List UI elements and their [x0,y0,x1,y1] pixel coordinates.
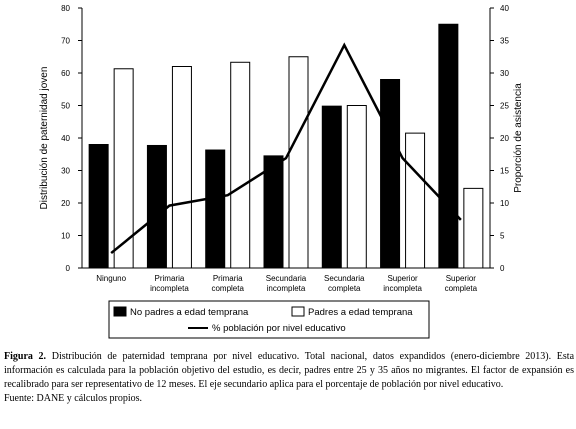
category-label: Primaria incompleta [150,274,189,293]
legend-box [108,300,430,339]
y-tick-label: 10 [61,232,70,241]
category-label: Secundaria completa [324,274,365,293]
category-label: Primaria completa [211,274,244,293]
y2-axis-title: Proporción de asistencia [513,83,524,193]
y-tick-label: 30 [61,167,70,176]
y-tick-label: 60 [61,69,70,78]
legend: No padres a edad temprana Padres a edad … [108,300,430,339]
legend-swatch-padres [291,306,305,317]
y2-tick-label: 0 [500,264,505,273]
y2-tick-label: 5 [500,232,505,241]
y-tick-label: 70 [61,37,70,46]
bar-no-padres [205,149,226,269]
legend-label-poblacion: % población por nivel educativo [212,323,346,334]
y2-tick-label: 20 [500,134,509,143]
bar-no-padres [146,144,167,269]
figure-description: Distribución de paternidad temprana por … [4,351,575,390]
y-tick-label: 50 [61,102,70,111]
bar-padres [346,105,367,269]
bar-padres [230,61,251,269]
bar-no-padres [380,79,401,269]
figure-caption: Figura 2. Distribución de paternidad tem… [4,350,574,406]
bar-no-padres [321,105,342,269]
category-label: Superior incompleta [383,274,422,293]
legend-label-padres: Padres a edad temprana [308,307,413,318]
y2-tick-label: 35 [500,37,509,46]
category-label: Secundaria incompleta [266,274,307,293]
y-tick-label: 20 [61,199,70,208]
y2-tick-label: 15 [500,167,509,176]
bar-padres [405,132,426,269]
bar-no-padres [263,155,284,269]
figure-source: Fuente: DANE y cálculos propios. [4,393,143,404]
bar-no-padres [438,23,459,269]
y2-tick-label: 10 [500,199,509,208]
category-label: Ninguno [96,274,126,283]
bar-no-padres [88,144,109,269]
line-poblacion [110,42,462,255]
y-axis-title: Distribución de paternidad joven [39,67,50,210]
bar-padres [463,187,484,269]
y2-tick-label: 30 [500,69,509,78]
legend-label-no-padres: No padres a edad temprana [130,307,249,318]
bar-padres [171,66,192,269]
y-tick-label: 40 [61,134,70,143]
bar-padres [288,56,309,269]
legend-swatch-no-padres [113,306,127,317]
paternity-education-chart: 0 10 20 30 40 50 60 70 80 0 5 10 15 20 25 30 35 40 Ningu… [39,4,524,339]
y2-tick-label: 40 [500,4,509,13]
category-label: Superior completa [445,274,478,293]
y-tick-label: 80 [61,4,70,13]
y2-tick-label: 25 [500,102,509,111]
figure-label: Figura 2. [4,351,47,362]
y-tick-label: 0 [66,264,71,273]
